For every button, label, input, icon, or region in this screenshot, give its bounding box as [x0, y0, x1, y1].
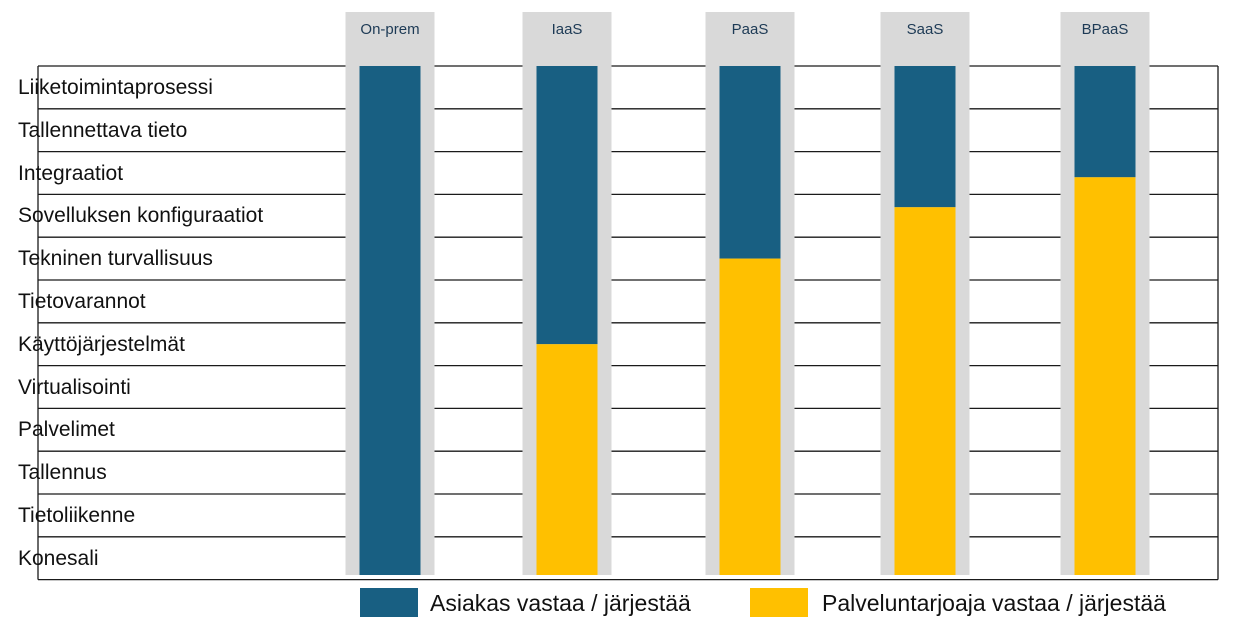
bar-provider-bpaas: [1074, 177, 1136, 575]
legend-provider-swatch: [750, 588, 808, 617]
bar-customer-paas: [719, 66, 781, 259]
row-label: Virtualisointi: [18, 375, 131, 399]
column-label-bpaas: BPaaS: [1081, 21, 1129, 38]
row-label: Tallennettava tieto: [18, 118, 188, 142]
row-label: Sovelluksen konfiguraatiot: [18, 204, 264, 228]
row-label: Tietoliikenne: [18, 504, 136, 527]
row-label: Tekninen turvallisuus: [18, 247, 213, 271]
bar-provider-paas: [719, 258, 781, 575]
column-label-iaas: IaaS: [551, 21, 583, 38]
row-label: Tietovarannot: [18, 290, 146, 313]
row-label: Integraatiot: [18, 161, 124, 185]
column-label-paas: PaaS: [731, 21, 769, 38]
bar-customer-iaas: [536, 66, 598, 345]
column-label-saas: SaaS: [906, 21, 944, 38]
bar-provider-iaas: [536, 344, 598, 575]
legend-customer-swatch: [360, 588, 418, 617]
bar-customer-on-prem: [359, 66, 421, 575]
legend-customer-label: Asiakas vastaa / järjestää: [430, 590, 691, 616]
row-label: Liiketoimintaprosessi: [18, 76, 213, 99]
row-label: Tallennus: [18, 461, 107, 485]
row-label: Käyttöjärjestelmät: [18, 332, 185, 356]
column-label-on-prem: On-prem: [360, 21, 420, 38]
legend-provider-label: Palveluntarjoaja vastaa / järjestää: [822, 590, 1166, 616]
row-label: Konesali: [18, 546, 99, 570]
bar-customer-bpaas: [1074, 66, 1136, 178]
bar-customer-saas: [894, 66, 956, 208]
row-label: Palvelimet: [18, 418, 115, 442]
bar-provider-saas: [894, 207, 956, 576]
